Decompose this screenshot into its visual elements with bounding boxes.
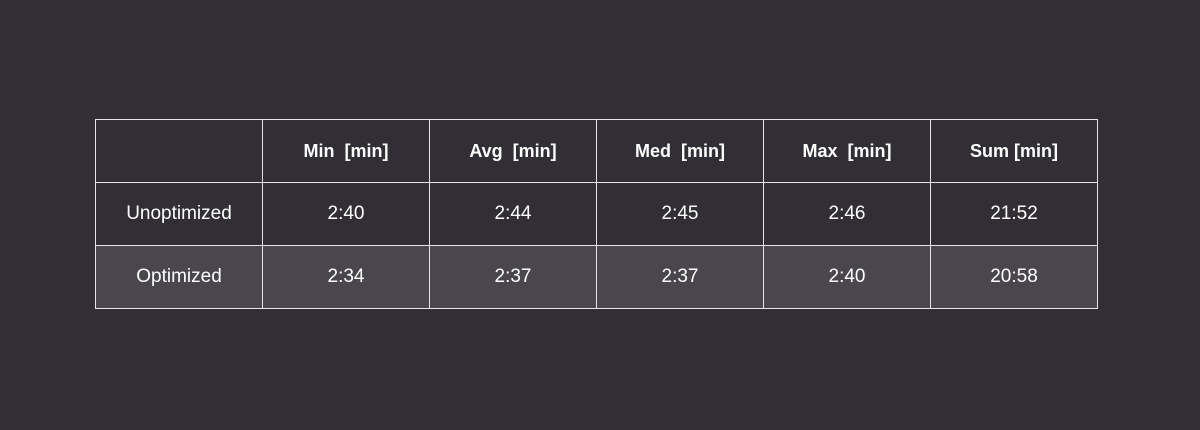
results-table: Min [min] Avg [min] Med [min] Max [min] … [95,119,1098,309]
header-sum: Sum [min] [930,119,1098,183]
row-label: Unoptimized [95,182,263,246]
header-avg: Avg [min] [429,119,597,183]
cell-med: 2:45 [596,182,764,246]
header-med: Med [min] [596,119,764,183]
header-min: Min [min] [262,119,430,183]
header-max: Max [min] [763,119,931,183]
cell-min: 2:34 [262,245,430,309]
cell-max: 2:40 [763,245,931,309]
cell-sum: 21:52 [930,182,1098,246]
cell-sum: 20:58 [930,245,1098,309]
header-row: Min [min] Avg [min] Med [min] Max [min] … [95,119,1098,183]
table-row-unoptimized: Unoptimized 2:40 2:44 2:45 2:46 21:52 [95,182,1098,246]
cell-min: 2:40 [262,182,430,246]
row-label: Optimized [95,245,263,309]
header-empty-cell [95,119,263,183]
cell-avg: 2:37 [429,245,597,309]
table-row-optimized: Optimized 2:34 2:37 2:37 2:40 20:58 [95,245,1098,309]
cell-med: 2:37 [596,245,764,309]
cell-max: 2:46 [763,182,931,246]
cell-avg: 2:44 [429,182,597,246]
